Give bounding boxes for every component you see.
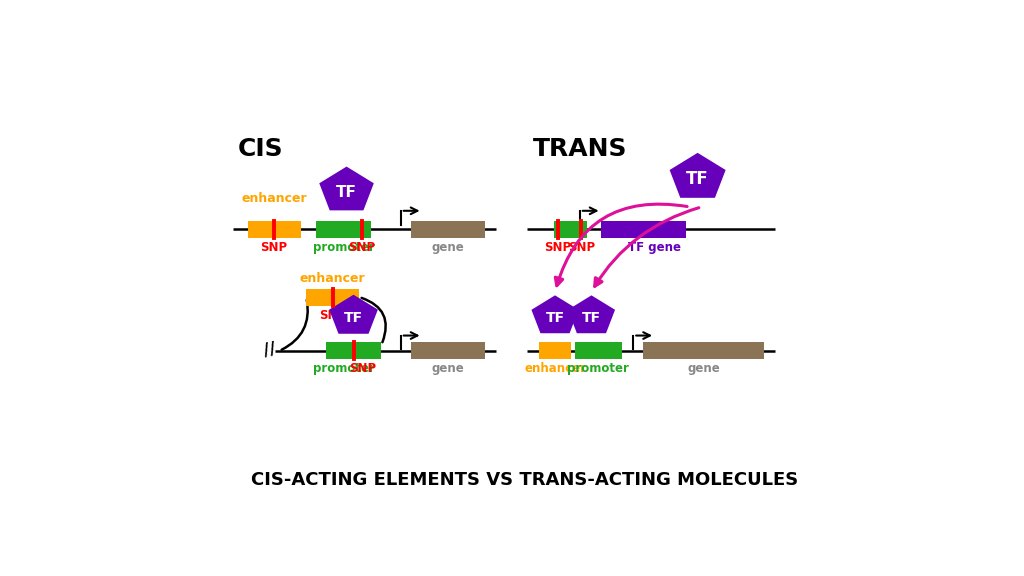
Text: SNP: SNP [348,241,376,254]
Text: enhancer: enhancer [242,192,307,204]
Polygon shape [531,295,579,334]
Text: SNP: SNP [349,362,377,376]
Bar [601,221,686,238]
Text: gene: gene [431,362,464,376]
Text: TF: TF [336,185,357,200]
Bar [411,343,484,359]
Text: promoter: promoter [313,362,375,376]
Bar [411,221,484,238]
Text: TRANS: TRANS [532,137,627,161]
Bar [575,343,622,359]
Text: SNP: SNP [568,241,595,254]
Text: CIS: CIS [238,137,284,161]
FancyArrowPatch shape [595,208,698,286]
Polygon shape [319,166,374,210]
Text: TF: TF [546,311,564,325]
Text: //: // [262,339,278,359]
Text: promoter: promoter [567,362,630,376]
Text: enhancer: enhancer [524,362,586,376]
Text: enhancer: enhancer [300,272,366,285]
Text: TF: TF [582,311,601,325]
Text: CIS-ACTING ELEMENTS VS TRANS-ACTING MOLECULES: CIS-ACTING ELEMENTS VS TRANS-ACTING MOLE… [251,471,799,489]
Text: TF gene: TF gene [629,241,682,254]
Polygon shape [670,153,726,198]
Text: SNP: SNP [319,309,346,321]
Bar [326,343,381,359]
Bar [554,221,587,238]
Bar [315,221,372,238]
Polygon shape [568,295,615,334]
Bar [643,343,764,359]
Bar [539,343,571,359]
Polygon shape [329,295,378,334]
Bar [248,221,301,238]
FancyArrowPatch shape [282,300,308,350]
Text: TF: TF [344,311,364,325]
Text: gene: gene [687,362,720,376]
Text: gene: gene [431,241,464,254]
Text: TF: TF [686,170,709,188]
Bar [306,289,359,305]
Text: SNP: SNP [545,241,571,254]
FancyArrowPatch shape [361,298,386,342]
Text: SNP: SNP [260,241,288,254]
Text: promoter: promoter [312,241,375,254]
FancyArrowPatch shape [555,204,687,286]
